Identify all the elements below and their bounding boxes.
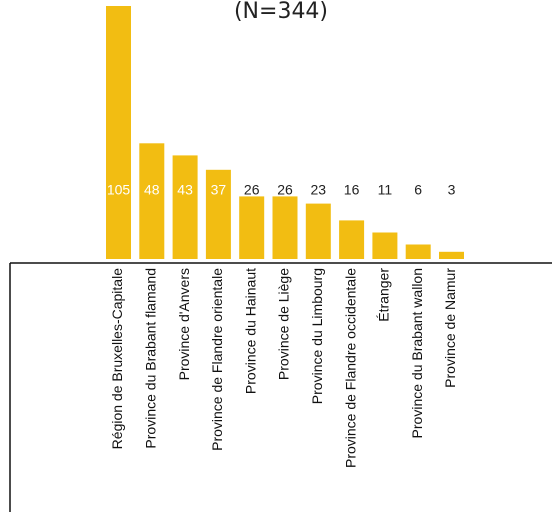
value-label-3: 37 [211, 182, 227, 198]
category-label-7: Province de Flandre occidentale [342, 268, 358, 468]
bar-2 [172, 155, 198, 259]
value-label-4: 26 [244, 182, 260, 198]
bar-1 [139, 143, 165, 259]
bar-6 [305, 203, 331, 259]
value-label-5: 26 [277, 182, 293, 198]
value-label-7: 16 [344, 182, 360, 198]
category-label-5: Province de Liège [276, 268, 292, 380]
category-label-10: Province de Namur [442, 268, 458, 388]
bar-0 [106, 6, 131, 259]
value-label-8: 11 [378, 182, 393, 198]
category-label-2: Province d'Anvers [176, 268, 192, 380]
value-label-2: 43 [177, 182, 193, 198]
category-label-8: Étranger [376, 268, 392, 322]
bar-4 [239, 196, 265, 259]
bar-3 [205, 169, 231, 259]
bar-10 [439, 251, 464, 259]
bar-9 [405, 244, 431, 259]
bars-group [106, 6, 464, 259]
category-label-4: Province du Hainaut [242, 268, 258, 394]
bar-5 [272, 196, 298, 259]
value-label-0: 105 [107, 182, 131, 198]
category-label-9: Province du Brabant wallon [409, 268, 425, 438]
bar-8 [372, 232, 398, 259]
category-label-0: Région de Bruxelles-Capitale [109, 268, 125, 450]
category-labels-group: Région de Bruxelles-Capitale Province du … [109, 268, 458, 468]
bar-7 [339, 220, 365, 259]
value-label-6: 23 [311, 182, 327, 198]
category-label-1: Province du Brabant flamand [143, 268, 159, 449]
value-label-1: 48 [144, 182, 160, 198]
value-labels-group: 105 48 43 37 26 26 23 16 11 6 3 [107, 182, 456, 198]
category-label-3: Province de Flandre orientale [209, 268, 225, 451]
category-label-6: Province du Limbourg [309, 268, 325, 404]
value-label-10: 3 [448, 182, 456, 198]
chart-subtitle: (N=344) [234, 0, 328, 24]
value-label-9: 6 [414, 182, 422, 198]
